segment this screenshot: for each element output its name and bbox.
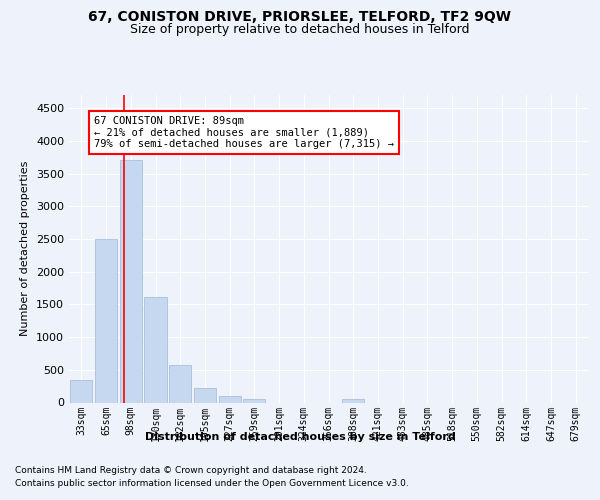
Bar <box>119 160 142 402</box>
Text: Distribution of detached houses by size in Telford: Distribution of detached houses by size … <box>145 432 455 442</box>
Bar <box>70 380 92 402</box>
Bar <box>194 388 216 402</box>
Bar <box>145 296 167 403</box>
Bar <box>218 396 241 402</box>
Text: Contains public sector information licensed under the Open Government Licence v3: Contains public sector information licen… <box>15 479 409 488</box>
Text: 67, CONISTON DRIVE, PRIORSLEE, TELFORD, TF2 9QW: 67, CONISTON DRIVE, PRIORSLEE, TELFORD, … <box>89 10 511 24</box>
Bar <box>169 364 191 403</box>
Bar <box>342 399 364 402</box>
Text: Size of property relative to detached houses in Telford: Size of property relative to detached ho… <box>130 22 470 36</box>
Y-axis label: Number of detached properties: Number of detached properties <box>20 161 31 336</box>
Text: Contains HM Land Registry data © Crown copyright and database right 2024.: Contains HM Land Registry data © Crown c… <box>15 466 367 475</box>
Bar <box>243 398 265 402</box>
Bar <box>95 239 117 402</box>
Text: 67 CONISTON DRIVE: 89sqm
← 21% of detached houses are smaller (1,889)
79% of sem: 67 CONISTON DRIVE: 89sqm ← 21% of detach… <box>94 116 394 149</box>
